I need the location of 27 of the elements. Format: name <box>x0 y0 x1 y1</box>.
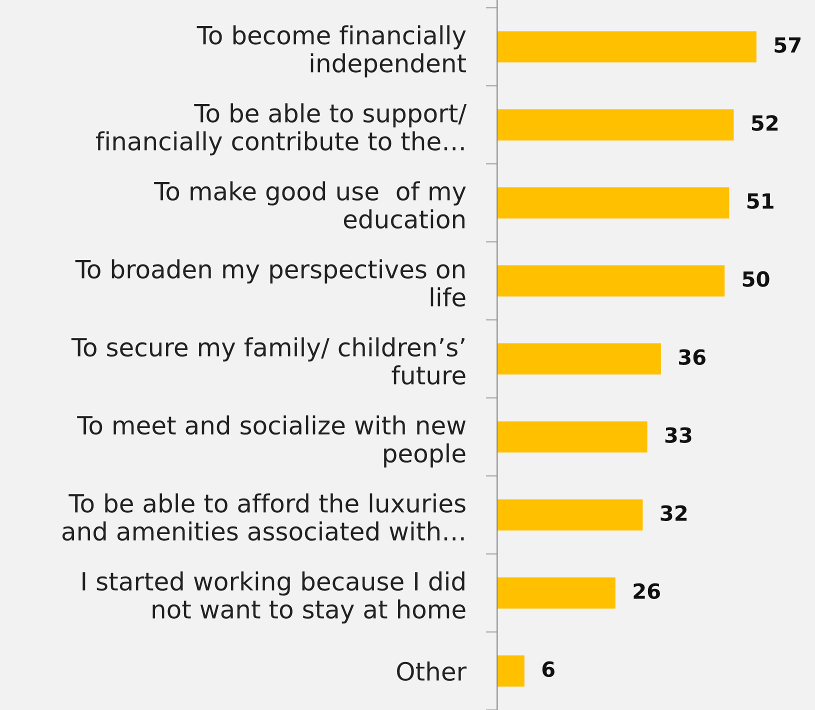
data-label: 52 <box>752 115 778 131</box>
bar <box>497 421 648 453</box>
y-tick-label: Other <box>397 661 467 681</box>
y-tick-label: To be able to support/ financially contribute to the… <box>96 103 467 156</box>
data-label: 57 <box>774 37 800 53</box>
data-label: 32 <box>660 505 687 521</box>
data-label: 36 <box>678 349 706 365</box>
bar <box>497 655 524 687</box>
data-label: 51 <box>747 193 774 209</box>
bar <box>497 109 734 140</box>
bar <box>497 31 756 62</box>
y-tick-label: To broaden my perspectives on life <box>75 259 466 307</box>
y-tick-label: To secure my family/ children’s’ future <box>71 337 466 385</box>
data-label: 33 <box>665 427 692 443</box>
y-tick-label: I started working because I did not want to stay at home <box>82 571 466 624</box>
bar <box>497 187 730 218</box>
bar <box>497 265 725 296</box>
data-label: 50 <box>742 271 770 287</box>
data-label: 6 <box>542 661 554 678</box>
data-label: 26 <box>634 583 660 600</box>
bar <box>497 577 616 609</box>
y-tick-label: To be able to afford the luxuries and amenities associated with… <box>62 493 466 541</box>
y-tick-label: To become financially independent <box>196 25 466 78</box>
y-tick-label: To meet and socialize with new people <box>77 415 466 468</box>
y-tick-label: To make good use of my education <box>154 181 466 229</box>
bar <box>497 343 661 375</box>
bar <box>497 499 643 531</box>
